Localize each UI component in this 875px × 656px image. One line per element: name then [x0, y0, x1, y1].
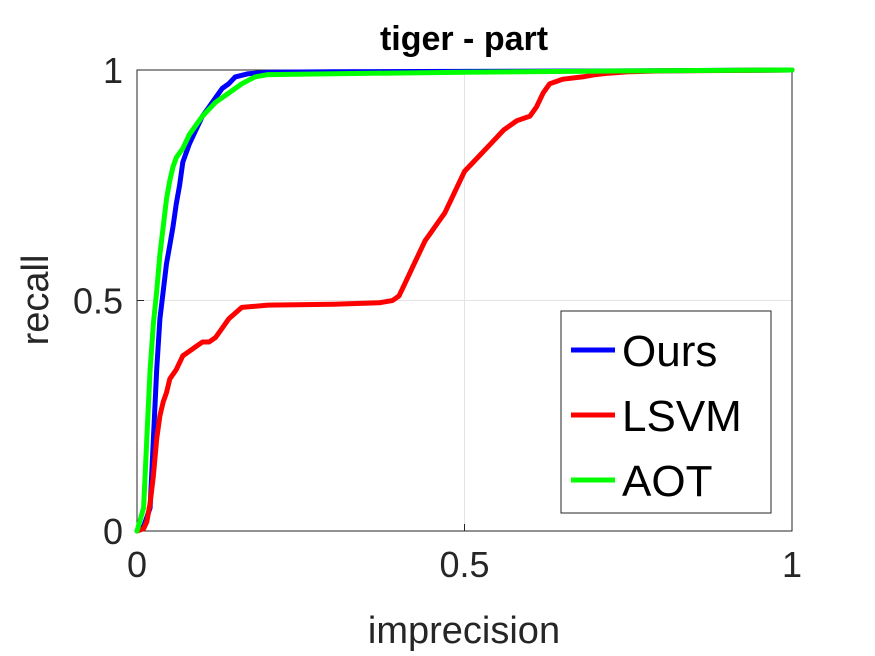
y-axis-label: recall [15, 255, 57, 346]
series-lines [134, 67, 795, 534]
y-tick-label: 0.5 [73, 281, 123, 322]
x-tick-label: 1 [782, 544, 802, 585]
legend: Ours LSVM AOT [560, 310, 772, 514]
legend-label-lsvm: LSVM [622, 392, 742, 441]
legend-label-aot: AOT [622, 457, 712, 506]
x-tick-label: 0.5 [439, 544, 489, 585]
legend-label-ours: Ours [622, 327, 717, 376]
x-tick-label: 0 [127, 544, 147, 585]
y-tick-label: 0 [103, 511, 123, 552]
y-tick-label: 1 [103, 50, 123, 91]
series-line-lsvm [134, 67, 795, 534]
axis-ticks: 0 0.5 1 0 0.5 1 [73, 50, 802, 585]
x-axis-label: imprecision [368, 610, 560, 652]
series-line-ours [134, 67, 795, 534]
series-line-aot [134, 67, 795, 534]
chart-title: tiger - part [380, 20, 548, 58]
